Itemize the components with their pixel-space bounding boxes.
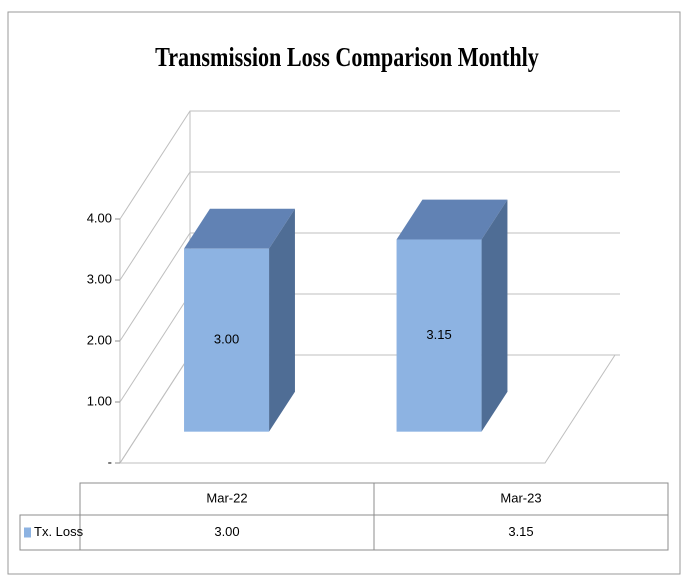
y-tick-label: - [108, 454, 112, 469]
bar-side [481, 199, 508, 432]
chart-title: Transmission Loss Comparison Monthly [155, 43, 539, 73]
grid-line [119, 110, 620, 220]
bar-top [184, 208, 295, 249]
y-tick-label: 4.00 [87, 210, 112, 225]
bar-top [396, 199, 508, 240]
bar [396, 239, 482, 432]
data-label: 3.15 [426, 327, 451, 342]
legend-swatch [24, 527, 31, 538]
table-value: 3.15 [508, 524, 533, 539]
bar-side [269, 208, 295, 432]
table-header: Mar-22 [206, 490, 247, 505]
bar [184, 248, 270, 432]
table-cell [19, 514, 669, 551]
y-tick-label: 2.00 [87, 332, 112, 347]
y-tick-label: 3.00 [87, 271, 112, 286]
y-tick-label: 1.00 [87, 393, 112, 408]
table-header: Mar-23 [500, 490, 541, 505]
table-value: 3.00 [214, 524, 239, 539]
legend-label: Tx. Loss [34, 524, 84, 539]
grid-line [119, 171, 620, 281]
plot: - 1.00 2.00 3.00 4.00 3.00 3.15 [87, 110, 620, 469]
chart-frame [7, 11, 681, 575]
data-label: 3.00 [214, 332, 239, 347]
data-table: Tx. Loss Mar-22 3.00 Mar-23 3.15 [19, 482, 669, 551]
